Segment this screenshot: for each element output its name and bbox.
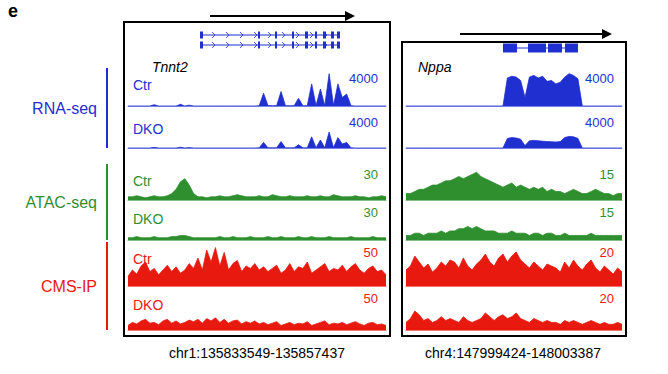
svg-text:4000: 4000 <box>585 115 614 130</box>
svg-text:DKO: DKO <box>133 121 163 137</box>
svg-text:Tnnt2: Tnnt2 <box>152 59 188 75</box>
svg-text:Ctr: Ctr <box>133 251 152 267</box>
svg-text:ATAC-seq: ATAC-seq <box>26 194 97 211</box>
svg-text:Ctr: Ctr <box>133 173 152 189</box>
svg-text:4000: 4000 <box>349 71 378 86</box>
svg-text:chr4:147999424-148003387: chr4:147999424-148003387 <box>425 345 601 361</box>
svg-text:RNA-seq: RNA-seq <box>32 100 97 117</box>
svg-text:DKO: DKO <box>133 297 163 313</box>
svg-text:CMS-IP: CMS-IP <box>41 278 97 295</box>
svg-text:Ctr: Ctr <box>133 77 152 93</box>
svg-text:20: 20 <box>600 245 614 260</box>
svg-text:20: 20 <box>600 291 614 306</box>
svg-text:DKO: DKO <box>133 211 163 227</box>
svg-text:chr1:135833549-135857437: chr1:135833549-135857437 <box>169 345 345 361</box>
svg-text:30: 30 <box>364 167 378 182</box>
svg-text:50: 50 <box>364 245 378 260</box>
svg-text:50: 50 <box>364 291 378 306</box>
svg-text:15: 15 <box>600 167 614 182</box>
svg-text:e: e <box>8 1 18 21</box>
svg-text:15: 15 <box>600 205 614 220</box>
svg-text:Nppa: Nppa <box>418 59 452 75</box>
svg-text:4000: 4000 <box>585 71 614 86</box>
svg-text:4000: 4000 <box>349 115 378 130</box>
svg-text:30: 30 <box>364 205 378 220</box>
